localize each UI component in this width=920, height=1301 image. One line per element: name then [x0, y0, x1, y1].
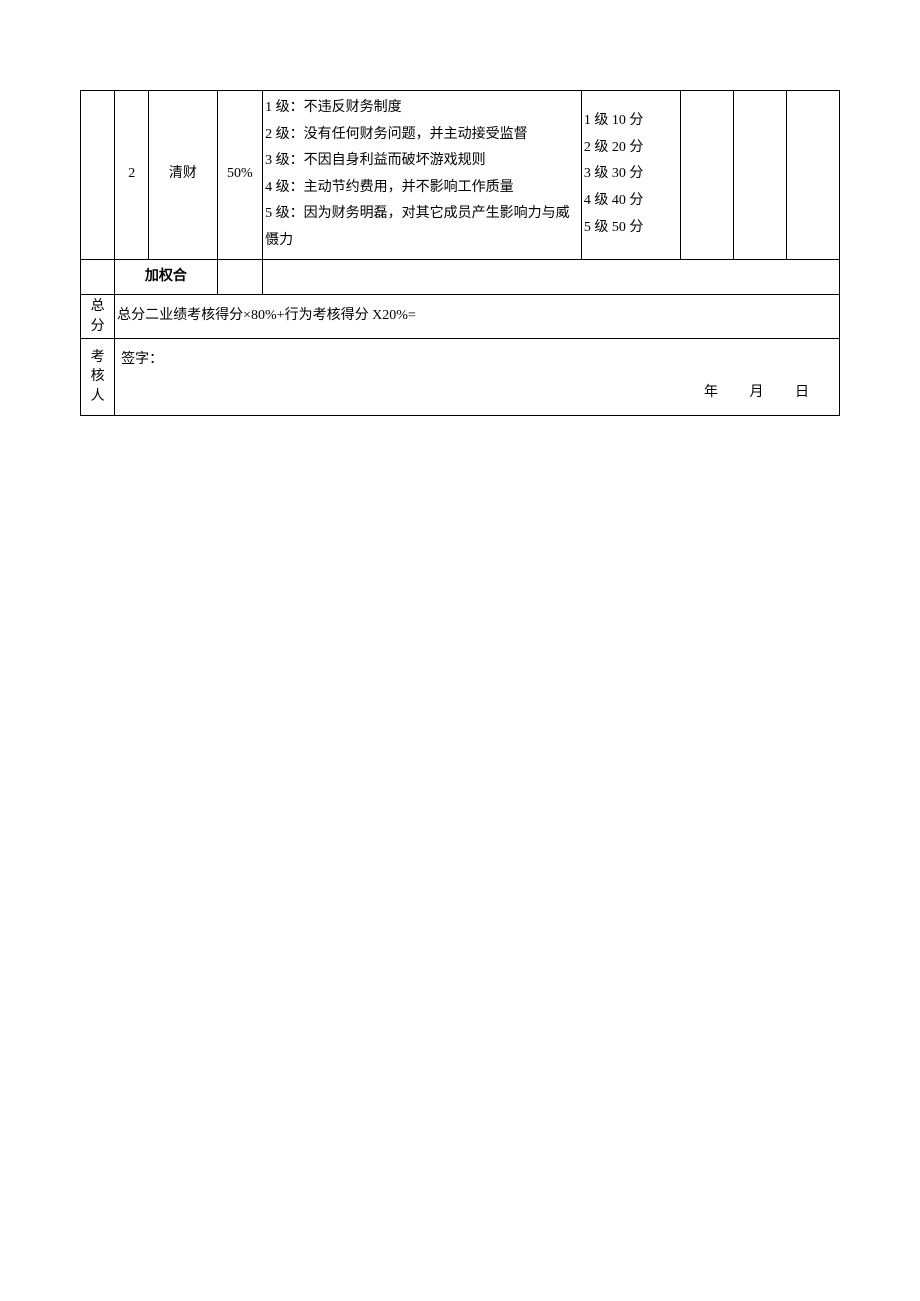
- cell-description: 1 级：不违反财务制度 2 级：没有任何财务问题，并主动接受监督 3 级：不因自…: [263, 91, 582, 260]
- score-line: 2 级 20 分: [584, 135, 678, 162]
- desc-line: 5 级：因为财务明磊，对其它成员产生影响力与威慑力: [265, 201, 579, 254]
- desc-line: 2 级：没有任何财务问题，并主动接受监督: [265, 122, 579, 149]
- cell-weight: 50%: [217, 91, 263, 260]
- vlabel-char: 分: [81, 317, 114, 337]
- weighted-sum-label: 加权合: [115, 259, 217, 295]
- cell-blank: [786, 91, 839, 260]
- row-label-total: 总 分: [81, 295, 115, 339]
- assessment-table: 2 清财 50% 1 级：不违反财务制度 2 级：没有任何财务问题，并主动接受监…: [80, 90, 840, 416]
- signature-label: 签字：: [119, 347, 835, 374]
- cell-blank: [217, 259, 263, 295]
- vlabel-char: 核: [81, 367, 114, 387]
- date-day-label: 日: [795, 380, 809, 407]
- desc-line: 3 级：不因自身利益而破坏游戏规则: [265, 148, 579, 175]
- cell-blank: [733, 91, 786, 260]
- cell-name: 清财: [149, 91, 217, 260]
- desc-line: 4 级：主动节约费用，并不影响工作质量: [265, 175, 579, 202]
- score-line: 1 级 10 分: [584, 108, 678, 135]
- table-row: 考 核 人 签字： 年 月 日: [81, 339, 840, 415]
- table-row: 2 清财 50% 1 级：不违反财务制度 2 级：没有任何财务问题，并主动接受监…: [81, 91, 840, 260]
- date-year-label: 年: [704, 380, 718, 407]
- row-label-assessor: 考 核 人: [81, 339, 115, 415]
- cell-blank: [680, 91, 733, 260]
- score-line: 5 级 50 分: [584, 215, 678, 242]
- cell-blank: [81, 259, 115, 295]
- cell-num: 2: [115, 91, 149, 260]
- desc-line: 1 级：不违反财务制度: [265, 95, 579, 122]
- date-month-label: 月: [750, 380, 764, 407]
- signature-cell: 签字： 年 月 日: [115, 339, 840, 415]
- score-line: 3 级 30 分: [584, 161, 678, 188]
- total-formula: 总分二业绩考核得分×80%+行为考核得分 X20%=: [115, 295, 840, 339]
- table-row: 加权合: [81, 259, 840, 295]
- cell-scores: 1 级 10 分 2 级 20 分 3 级 30 分 4 级 40 分 5 级 …: [581, 91, 680, 260]
- table-row: 总 分 总分二业绩考核得分×80%+行为考核得分 X20%=: [81, 295, 840, 339]
- vlabel-char: 总: [81, 297, 114, 317]
- date-line: 年 月 日: [119, 374, 835, 407]
- vlabel-char: 人: [81, 387, 114, 407]
- score-line: 4 级 40 分: [584, 188, 678, 215]
- cell-blank: [263, 259, 840, 295]
- cell-blank: [81, 91, 115, 260]
- vlabel-char: 考: [81, 348, 114, 368]
